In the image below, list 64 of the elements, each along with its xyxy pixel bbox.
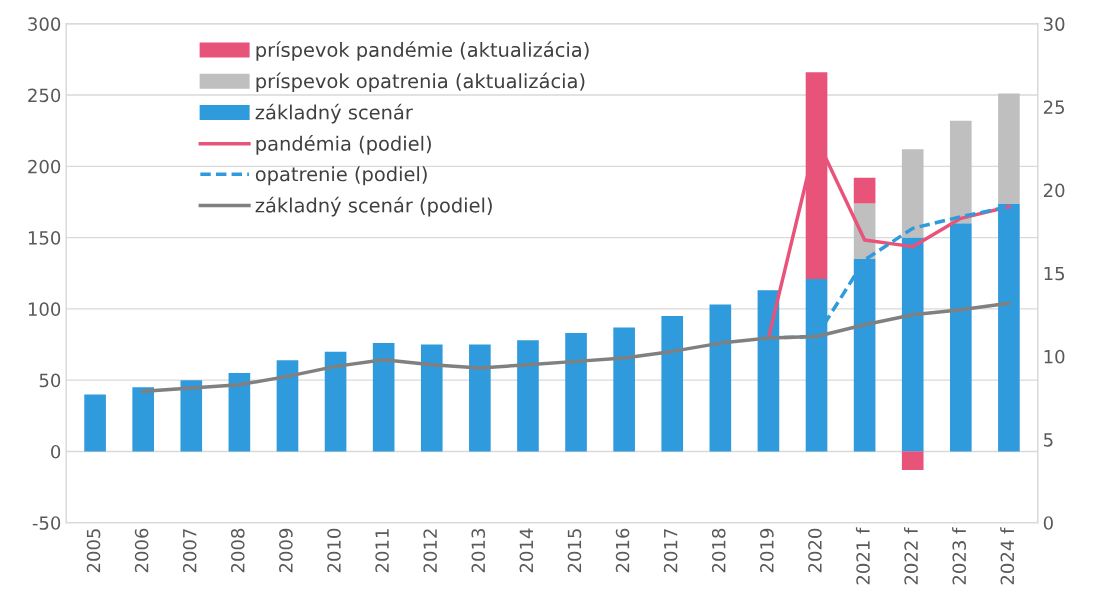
bar bbox=[661, 316, 684, 452]
legend-label: pandémia (podiel) bbox=[256, 135, 431, 155]
legend-label: príspevok pandémie (aktualizácia) bbox=[256, 41, 589, 61]
bar bbox=[565, 333, 587, 452]
legend-label: základný scenár bbox=[255, 103, 413, 124]
bar bbox=[949, 223, 972, 452]
bar bbox=[372, 343, 395, 452]
x-tick-label: 2008 bbox=[230, 528, 245, 573]
bar bbox=[324, 351, 347, 452]
legend-label: opatrenie (podiel) bbox=[255, 166, 427, 186]
x-tick-label: 2021 f bbox=[855, 527, 870, 585]
legend-label: základný scenár (podiel) bbox=[255, 196, 492, 217]
y2-tick-label: 5 bbox=[1044, 433, 1053, 447]
bar bbox=[901, 149, 924, 238]
x-tick-label: 2019 bbox=[760, 528, 774, 573]
y-tick-label: 300 bbox=[28, 17, 61, 31]
legend-label: príspevok opatrenia (aktualizácia) bbox=[256, 72, 585, 93]
bar bbox=[757, 290, 780, 452]
bar bbox=[853, 177, 876, 204]
bar bbox=[613, 327, 635, 452]
y-tick-label: 150 bbox=[28, 231, 61, 245]
y2-tick-label: 10 bbox=[1044, 349, 1065, 364]
y-tick-label: 200 bbox=[28, 159, 61, 174]
y-tick-label: 0 bbox=[51, 444, 61, 459]
x-tick-label: 2007 bbox=[182, 529, 197, 573]
y-tick-label: 250 bbox=[28, 88, 61, 103]
x-tick-label: 2022 f bbox=[903, 527, 918, 585]
x-tick-label: 2020 bbox=[808, 528, 822, 573]
bar bbox=[180, 380, 203, 452]
bar bbox=[709, 304, 732, 452]
x-tick-label: 2011 bbox=[375, 529, 389, 573]
x-tick-label: 2017 bbox=[663, 529, 678, 573]
y2-tick-label: 20 bbox=[1043, 183, 1065, 198]
bar bbox=[998, 93, 1020, 204]
bar bbox=[901, 237, 924, 452]
y-tick-label: -50 bbox=[32, 516, 61, 530]
y2-tick-label: 25 bbox=[1043, 100, 1065, 115]
bar bbox=[901, 451, 924, 470]
y2-tick-label: 0 bbox=[1043, 516, 1053, 530]
x-tick-label: 2015 bbox=[567, 529, 582, 573]
bar bbox=[420, 344, 443, 452]
x-tick-label: 2010 bbox=[327, 528, 341, 573]
x-tick-label: 2023 f bbox=[952, 527, 967, 585]
bar bbox=[228, 373, 251, 452]
bar bbox=[132, 387, 155, 452]
bar bbox=[84, 394, 106, 452]
x-tick-label: 2024 f bbox=[1000, 527, 1015, 585]
x-tick-label: 2009 bbox=[279, 528, 293, 573]
x-tick-label: 2014 bbox=[519, 528, 534, 573]
x-tick-label: 2005 bbox=[86, 529, 101, 573]
bar bbox=[469, 344, 491, 452]
x-tick-label: 2012 bbox=[423, 529, 437, 573]
x-tick-label: 2016 bbox=[615, 528, 630, 573]
bar bbox=[517, 340, 539, 452]
y2-tick-label: 15 bbox=[1044, 266, 1065, 281]
x-tick-label: 2013 bbox=[471, 529, 486, 573]
bar bbox=[949, 120, 972, 224]
x-tick-label: 2018 bbox=[711, 528, 726, 573]
x-tick-label: 2006 bbox=[134, 528, 149, 573]
line-series bbox=[141, 301, 1011, 394]
y2-tick-label: 30 bbox=[1044, 17, 1065, 31]
y-tick-label: 50 bbox=[39, 373, 61, 388]
y-tick-label: 100 bbox=[28, 302, 61, 316]
bar bbox=[276, 360, 299, 452]
